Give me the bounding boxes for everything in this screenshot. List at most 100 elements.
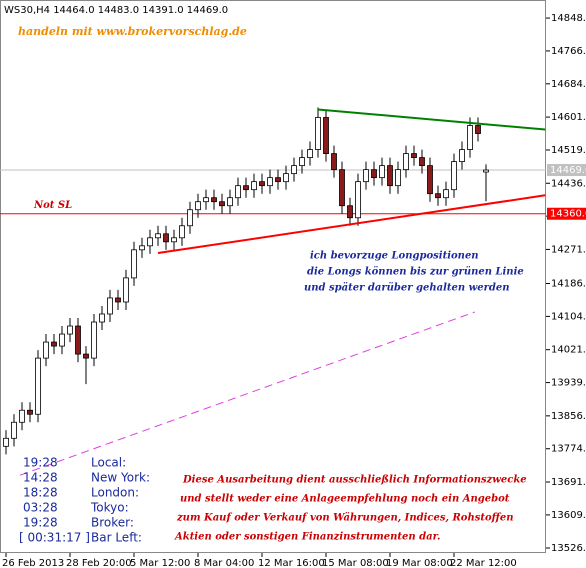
- annotation: die Longs können bis zur grünen Linie: [307, 267, 524, 278]
- candle-body: [299, 157, 305, 167]
- candle-body: [331, 153, 337, 171]
- candle-body: [83, 353, 89, 359]
- y-tick-label: 13691.0: [551, 477, 586, 488]
- candle-body: [211, 197, 217, 203]
- candle-body: [155, 233, 161, 239]
- clock-time: 03:28: [23, 501, 58, 515]
- x-tick-label: 12 Mar 16:00: [258, 558, 325, 568]
- annotation: und später darüber gehalten werden: [304, 283, 509, 294]
- candle-body: [379, 165, 385, 179]
- candle-body: [475, 125, 481, 134]
- x-tick-label: 22 Mar 12:00: [450, 558, 517, 568]
- disclaimer: zum Kauf oder Verkauf von Währungen, Ind…: [176, 513, 514, 524]
- candle-body: [443, 189, 449, 199]
- trendline: [19, 311, 475, 476]
- price-label: 14469.0: [550, 165, 586, 176]
- candle-body: [3, 437, 9, 447]
- clock-label: Broker:: [91, 516, 134, 530]
- y-tick-label: 14021.0: [551, 345, 586, 356]
- candle-body: [67, 325, 73, 335]
- candle-body: [147, 237, 153, 247]
- x-tick-label: 19 Mar 08:00: [386, 558, 453, 568]
- candle-body: [483, 169, 489, 173]
- candle-body: [43, 341, 49, 359]
- trendline: [317, 108, 546, 131]
- candle-body: [27, 409, 33, 415]
- y-tick-label: 14848.0: [551, 13, 586, 24]
- x-tick-label: 15 Mar 08:00: [322, 558, 389, 568]
- candle-body: [219, 201, 225, 207]
- candle-body: [195, 201, 201, 211]
- y-tick-label: 14271.0: [551, 244, 586, 255]
- y-tick-label: 13856.0: [551, 411, 586, 422]
- candle-body: [403, 153, 409, 171]
- candle-body: [323, 117, 329, 154]
- candle-body: [451, 161, 457, 191]
- candle-body: [307, 149, 313, 158]
- candle-body: [315, 117, 321, 150]
- candle-body: [163, 233, 169, 243]
- disclaimer: Diese Ausarbeitung dient ausschließlich …: [182, 475, 527, 486]
- price-line-name: Not SL: [33, 200, 72, 211]
- candle-body: [283, 173, 289, 183]
- candle-body: [387, 165, 393, 187]
- x-tick-label: 28 Feb 20:00: [66, 558, 132, 568]
- candle-body: [291, 165, 297, 175]
- candle-body: [435, 193, 441, 199]
- clock-label: Local:: [91, 456, 126, 470]
- candle-body: [235, 185, 241, 199]
- candle-body: [227, 197, 233, 207]
- candle-body: [19, 409, 25, 423]
- y-tick-label: 13609.0: [551, 510, 586, 521]
- clock-time: 14:28: [23, 471, 58, 485]
- candle-body: [99, 313, 105, 323]
- clock-label: Bar Left:: [91, 531, 142, 545]
- candle-body: [467, 125, 473, 150]
- y-tick-label: 14684.0: [551, 79, 586, 90]
- x-tick-label: 26 Feb 2013: [2, 558, 64, 568]
- candle-body: [51, 341, 57, 347]
- candle-body: [371, 169, 377, 179]
- clock-time: 19:28: [23, 516, 58, 530]
- y-tick-label: 14766.0: [551, 46, 586, 57]
- header: WS30,H4 14464.0 14483.0 14391.0 14469.0: [4, 5, 228, 16]
- subtitle: handeln mit www.brokervorschlag.de: [18, 25, 247, 38]
- candle-body: [107, 297, 113, 315]
- candle-body: [347, 205, 353, 219]
- candle-body: [171, 237, 177, 243]
- candle-body: [259, 181, 265, 187]
- y-tick-label: 14186.0: [551, 279, 586, 290]
- candle-body: [411, 153, 417, 158]
- candle-body: [459, 149, 465, 163]
- clock-time: [ 00:31:17 ]: [19, 531, 90, 545]
- y-tick-label: 14436.0: [551, 178, 586, 189]
- price-label-box: [547, 207, 586, 220]
- candle-body: [251, 181, 257, 191]
- candle-body: [75, 325, 81, 355]
- clock-time: 18:28: [23, 486, 58, 500]
- candle-body: [363, 169, 369, 183]
- x-tick-label: 5 Mar 12:00: [130, 558, 190, 568]
- y-tick-label: 14601.0: [551, 112, 586, 123]
- candle-body: [427, 165, 433, 195]
- price-label: 14360.0: [550, 209, 586, 220]
- x-tick-label: 8 Mar 04:00: [194, 558, 254, 568]
- y-tick-label: 14104.0: [551, 311, 586, 322]
- candle-body: [243, 185, 249, 191]
- disclaimer: und stellt weder eine Anlageempfehlung n…: [180, 494, 510, 505]
- candle-body: [123, 277, 129, 303]
- candle-body: [339, 169, 345, 207]
- disclaimer: Aktien oder sonstigen Finanzinstrumenten…: [174, 532, 440, 543]
- clock-label: London:: [91, 486, 139, 500]
- clock-time: 19:28: [23, 456, 58, 470]
- y-tick-label: 14519.0: [551, 145, 586, 156]
- y-tick-label: 13939.0: [551, 378, 586, 389]
- candle-body: [115, 297, 121, 303]
- candle-body: [395, 169, 401, 187]
- trendline: [157, 194, 546, 255]
- clock-label: New York:: [91, 471, 150, 485]
- candle-body: [267, 177, 273, 187]
- candle-body: [59, 333, 65, 347]
- candle-body: [11, 421, 17, 439]
